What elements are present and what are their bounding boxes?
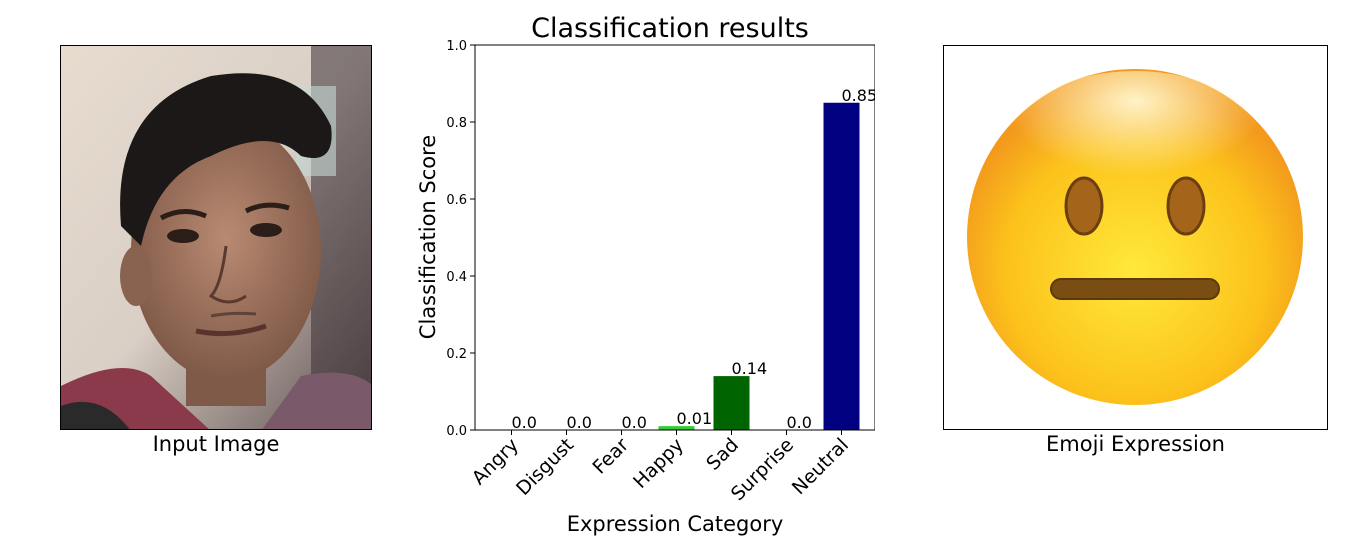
y-tick-label: 1.0 [446,39,467,54]
x-tick-label-disgust: Disgust [512,434,578,500]
y-tick-label: 0.0 [446,424,467,439]
input-image-caption: Input Image [152,432,280,456]
bar-sad [713,376,750,430]
bar-neutral [823,102,860,430]
x-tick-label-neutral: Neutral [788,434,853,499]
data-label-happy: 0.01 [677,409,713,428]
data-label-sad: 0.14 [732,359,768,378]
input-image [61,46,371,429]
y-tick-label: 0.4 [446,270,467,285]
input-image-frame [60,45,372,430]
bar-happy [658,426,695,430]
data-label-neutral: 0.85 [842,86,876,105]
x-tick-label-fear: Fear [588,434,633,479]
classification-chart: Classification results Classification Sc… [416,13,876,536]
y-tick-label: 0.8 [446,116,467,131]
x-tick-label-sad: Sad [702,434,743,475]
y-tick-label: 0.2 [446,347,467,362]
x-axis-label: Expression Category [567,512,784,536]
neutral-face-emoji-icon [967,69,1303,405]
data-label-angry: 0.0 [512,413,537,432]
data-label-disgust: 0.0 [567,413,592,432]
y-tick-label: 0.6 [446,193,467,208]
data-label-surprise: 0.0 [787,413,812,432]
emoji-image-caption: Emoji Expression [1046,432,1225,456]
plot-area-frame [474,44,875,431]
data-label-fear: 0.0 [622,413,647,432]
x-tick-label-happy: Happy [629,434,688,493]
emoji-image-frame [943,45,1328,430]
y-axis-label: Classification Score [416,135,440,339]
chart-title: Classification results [531,13,809,44]
